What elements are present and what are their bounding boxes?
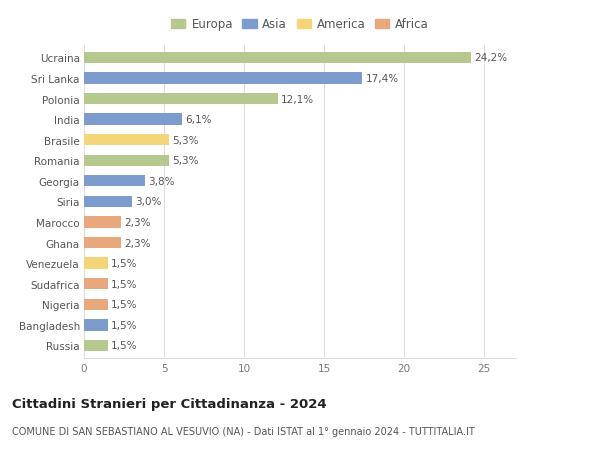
- Bar: [84, 94, 278, 105]
- Bar: [84, 114, 182, 125]
- Bar: [84, 176, 145, 187]
- Bar: [84, 134, 169, 146]
- Text: 1,5%: 1,5%: [111, 341, 138, 351]
- Bar: [84, 299, 108, 310]
- Text: 1,5%: 1,5%: [111, 300, 138, 310]
- Text: 1,5%: 1,5%: [111, 279, 138, 289]
- Text: 1,5%: 1,5%: [111, 258, 138, 269]
- Text: 6,1%: 6,1%: [185, 115, 211, 125]
- Text: 1,5%: 1,5%: [111, 320, 138, 330]
- Bar: [84, 258, 108, 269]
- Bar: [84, 217, 121, 228]
- Text: Cittadini Stranieri per Cittadinanza - 2024: Cittadini Stranieri per Cittadinanza - 2…: [12, 397, 326, 410]
- Bar: [84, 340, 108, 351]
- Bar: [84, 53, 471, 64]
- Bar: [84, 319, 108, 331]
- Bar: [84, 279, 108, 290]
- Text: COMUNE DI SAN SEBASTIANO AL VESUVIO (NA) - Dati ISTAT al 1° gennaio 2024 - TUTTI: COMUNE DI SAN SEBASTIANO AL VESUVIO (NA)…: [12, 426, 475, 436]
- Text: 2,3%: 2,3%: [124, 238, 151, 248]
- Text: 5,3%: 5,3%: [172, 135, 199, 146]
- Legend: Europa, Asia, America, Africa: Europa, Asia, America, Africa: [169, 16, 431, 34]
- Bar: [84, 196, 132, 207]
- Bar: [84, 237, 121, 249]
- Bar: [84, 73, 362, 84]
- Text: 24,2%: 24,2%: [475, 53, 508, 63]
- Text: 2,3%: 2,3%: [124, 218, 151, 228]
- Text: 12,1%: 12,1%: [281, 94, 314, 104]
- Text: 5,3%: 5,3%: [172, 156, 199, 166]
- Text: 3,0%: 3,0%: [135, 197, 161, 207]
- Bar: [84, 155, 169, 167]
- Text: 17,4%: 17,4%: [365, 74, 399, 84]
- Text: 3,8%: 3,8%: [148, 176, 175, 186]
